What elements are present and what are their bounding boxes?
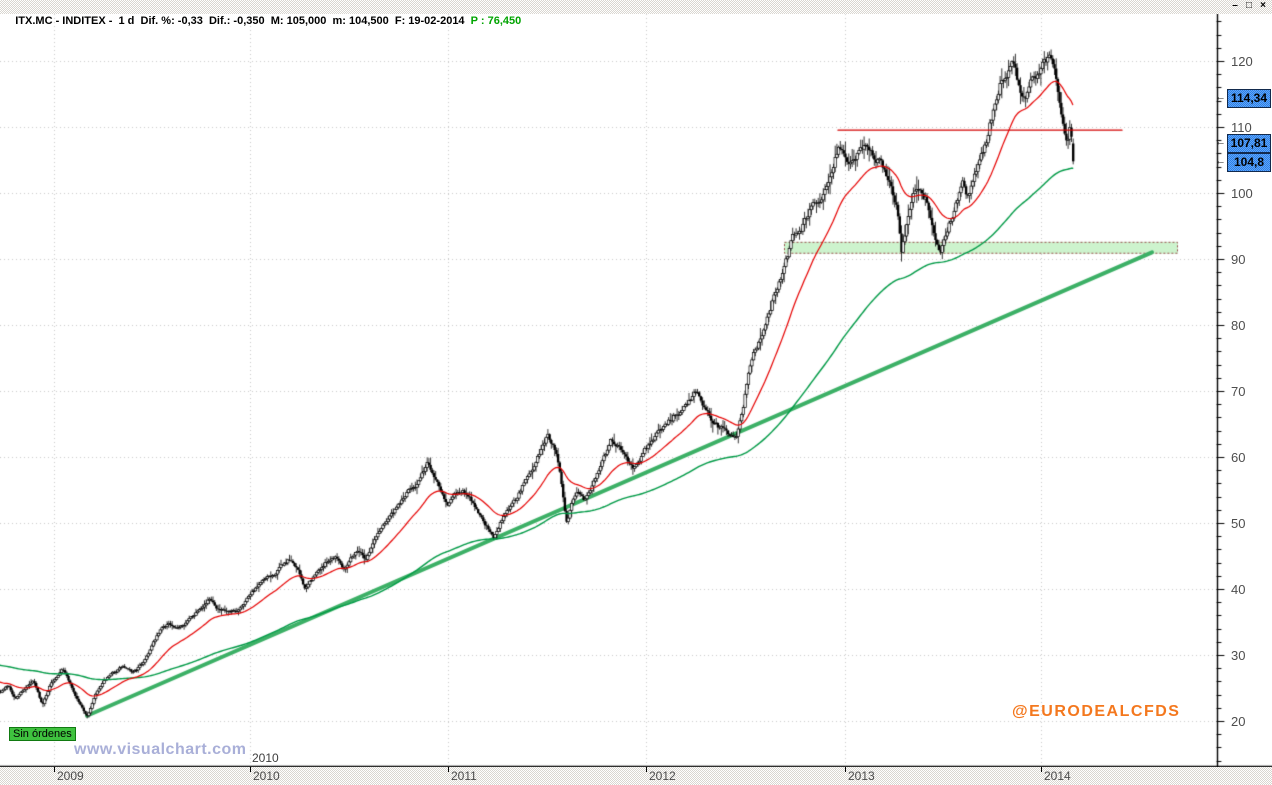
window-controls: – □ × xyxy=(1230,0,1268,14)
time-axis: 2009 2010 2011 2012 2013 2014 xyxy=(0,767,1272,785)
price-tag: 104,8 xyxy=(1227,153,1271,172)
year-tick xyxy=(448,767,449,772)
year-label: 2013 xyxy=(848,769,875,783)
price-axis-label: 50 xyxy=(1231,516,1246,531)
title-bar: ITX.MC - INDITEX - 1 d Dif. %: -0,33 Dif… xyxy=(0,0,1272,27)
price-axis-label: 120 xyxy=(1231,54,1253,69)
close-icon[interactable]: × xyxy=(1260,0,1266,11)
year-tick xyxy=(1041,767,1042,772)
price-tag-arrow-icon: ← xyxy=(1215,91,1226,103)
twitter-handle: @EURODEALCFDS xyxy=(1012,703,1181,720)
year-label: 2011 xyxy=(451,769,477,783)
year-tick xyxy=(646,767,647,772)
year-label: 2014 xyxy=(1044,769,1071,783)
price-axis-label: 70 xyxy=(1231,384,1246,399)
year-label: 2009 xyxy=(57,769,84,783)
price-tag: 114,34 xyxy=(1227,89,1271,108)
inline-year-label: 2010 xyxy=(252,751,279,765)
minimize-icon[interactable]: – xyxy=(1232,0,1238,11)
year-tick xyxy=(250,767,251,772)
restore-icon[interactable]: □ xyxy=(1245,0,1253,11)
year-tick xyxy=(845,767,846,772)
price-axis-label: 100 xyxy=(1231,186,1253,201)
price-axis-label: 40 xyxy=(1231,582,1246,597)
price-axis-label: 60 xyxy=(1231,450,1246,465)
year-label: 2012 xyxy=(649,769,676,783)
year-label: 2010 xyxy=(253,769,280,783)
price-tag: 107,81 xyxy=(1227,134,1271,153)
no-orders-badge: Sin órdenes xyxy=(9,727,76,741)
price-axis-label: 20 xyxy=(1231,714,1246,729)
price-tag-arrow-icon: ← xyxy=(1215,155,1226,167)
visualchart-watermark: www.visualchart.com xyxy=(74,741,247,758)
price-axis-label: 30 xyxy=(1231,648,1246,663)
chart-title-last-price: P : 76,450 xyxy=(470,15,522,27)
price-tag-arrow-icon: ← xyxy=(1215,136,1226,148)
price-axis-label: 80 xyxy=(1231,318,1246,333)
year-tick xyxy=(54,767,55,772)
chart-title: ITX.MC - INDITEX - 1 d Dif. %: -0,33 Dif… xyxy=(15,15,471,27)
price-axis-label: 90 xyxy=(1231,252,1246,267)
price-axis-label: 110 xyxy=(1231,120,1252,135)
